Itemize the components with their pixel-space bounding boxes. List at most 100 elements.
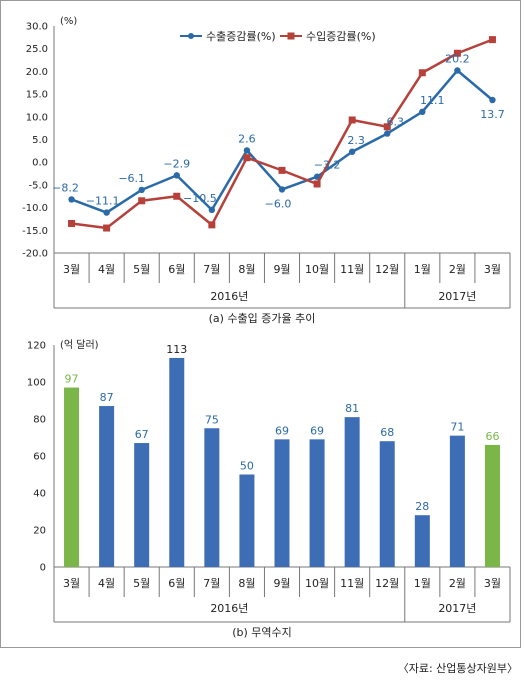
x-tick-label: 1월 xyxy=(414,577,431,590)
x-tick-label: 5월 xyxy=(133,577,150,590)
data-label: 2.6 xyxy=(238,132,256,145)
data-point xyxy=(68,196,75,203)
x-tick-label: 10월 xyxy=(305,577,329,590)
data-label: −6.1 xyxy=(118,172,145,185)
y-unit-label: (억 달러) xyxy=(60,339,99,351)
y-tick-label: 80 xyxy=(33,415,46,426)
x-tick-label: 3월 xyxy=(63,263,80,276)
data-point xyxy=(383,123,391,131)
x-tick-label: 7월 xyxy=(203,263,220,276)
bar xyxy=(239,474,255,567)
y-tick-label: -5.0 xyxy=(28,180,48,191)
legend-marker-export xyxy=(188,33,194,39)
y-tick-label: 120 xyxy=(27,341,46,352)
year-group-label: 2016년 xyxy=(210,602,248,615)
bar xyxy=(449,435,465,567)
data-point xyxy=(489,96,496,104)
x-tick-label: 4월 xyxy=(98,263,115,276)
bar-chart: 120 100 80 60 40 20 0 (억 달러) 3월 4월 5월 6월 7월 8월 9월 10월 11… xyxy=(27,339,511,639)
x-tick-label: 4월 xyxy=(98,577,115,590)
bar xyxy=(484,444,500,567)
data-point xyxy=(68,219,76,227)
data-point xyxy=(313,173,321,180)
data-point xyxy=(348,148,356,155)
x-tick-label: 2월 xyxy=(449,263,466,276)
data-label: 87 xyxy=(100,391,114,404)
data-label: 67 xyxy=(135,428,149,441)
year-group-label: 2017년 xyxy=(438,602,476,615)
y-tick-label: -15.0 xyxy=(22,226,48,237)
data-label: 11.1 xyxy=(420,94,445,107)
data-label: −3.2 xyxy=(314,159,341,172)
bar xyxy=(274,439,290,567)
y-tick-label: 25.0 xyxy=(26,44,48,55)
data-label: −11.1 xyxy=(86,195,120,208)
data-label: 97 xyxy=(65,373,79,386)
data-label: 13.7 xyxy=(480,108,505,121)
x-tick-label: 12월 xyxy=(375,263,399,276)
data-point xyxy=(103,209,110,216)
data-point xyxy=(278,186,286,193)
x-tick-label: 7월 xyxy=(203,577,220,590)
x-tick-label: 6월 xyxy=(168,263,185,276)
data-point xyxy=(173,192,181,200)
data-label: −6.0 xyxy=(265,197,292,210)
bar xyxy=(134,443,150,567)
y-unit-label: (%) xyxy=(60,16,77,27)
data-point xyxy=(243,147,251,154)
data-label: 113 xyxy=(166,343,187,356)
y-tick-label: 15.0 xyxy=(26,90,48,101)
bar xyxy=(169,357,185,567)
x-tick-label: 3월 xyxy=(484,577,501,590)
y-tick-label: 60 xyxy=(33,452,46,463)
data-point xyxy=(243,154,251,162)
chart-caption: (a) 수출입 증가율 추이 xyxy=(209,312,316,325)
y-tick-label: 0.0 xyxy=(32,158,48,169)
x-tick-label: 9월 xyxy=(273,263,290,276)
data-point xyxy=(454,67,461,74)
y-tick-label: -20.0 xyxy=(22,249,48,260)
data-label: 75 xyxy=(205,413,219,426)
x-tick-label: 11월 xyxy=(340,577,364,590)
data-point xyxy=(138,197,146,205)
data-label: 69 xyxy=(275,424,289,437)
data-label: −2.9 xyxy=(163,157,190,170)
data-point xyxy=(488,36,496,44)
data-label: 20.2 xyxy=(445,52,470,65)
year-group-label: 2017년 xyxy=(438,290,476,303)
y-tick-label: 5.0 xyxy=(32,135,48,146)
x-tick-label: 2월 xyxy=(449,577,466,590)
data-point xyxy=(103,224,111,232)
data-label: 2.3 xyxy=(347,134,365,147)
x-tick-label: 3월 xyxy=(63,577,80,590)
legend-label-export: 수출증감률(%) xyxy=(206,30,276,43)
x-tick-label: 12월 xyxy=(375,577,399,590)
data-point xyxy=(173,172,180,179)
figure-frame xyxy=(0,0,521,648)
year-group-label: 2016년 xyxy=(210,290,248,303)
data-point xyxy=(348,116,356,124)
y-tick-label: 40 xyxy=(33,489,46,500)
y-tick-label: 20 xyxy=(33,526,46,537)
bar xyxy=(99,406,115,567)
chart-caption: (b) 무역수지 xyxy=(232,626,292,639)
data-label: 81 xyxy=(345,402,359,415)
x-tick-label: 10월 xyxy=(305,263,329,276)
bar xyxy=(204,428,220,567)
bar xyxy=(64,387,80,567)
data-label: −10.5 xyxy=(183,192,217,205)
y-tick-label: -10.0 xyxy=(22,203,48,214)
data-point xyxy=(208,221,216,229)
y-tick-label: 20.0 xyxy=(26,67,48,78)
x-tick-label: 8월 xyxy=(238,577,255,590)
data-label: 66 xyxy=(485,430,499,443)
legend-label-import: 수입증감률(%) xyxy=(306,30,376,43)
x-tick-label: 6월 xyxy=(168,577,185,590)
data-point xyxy=(419,108,426,116)
x-tick-label: 8월 xyxy=(238,263,255,276)
data-label: 69 xyxy=(310,424,324,437)
data-label: 68 xyxy=(380,426,394,439)
y-tick-label: 10.0 xyxy=(26,112,48,123)
data-label: 50 xyxy=(240,460,254,473)
